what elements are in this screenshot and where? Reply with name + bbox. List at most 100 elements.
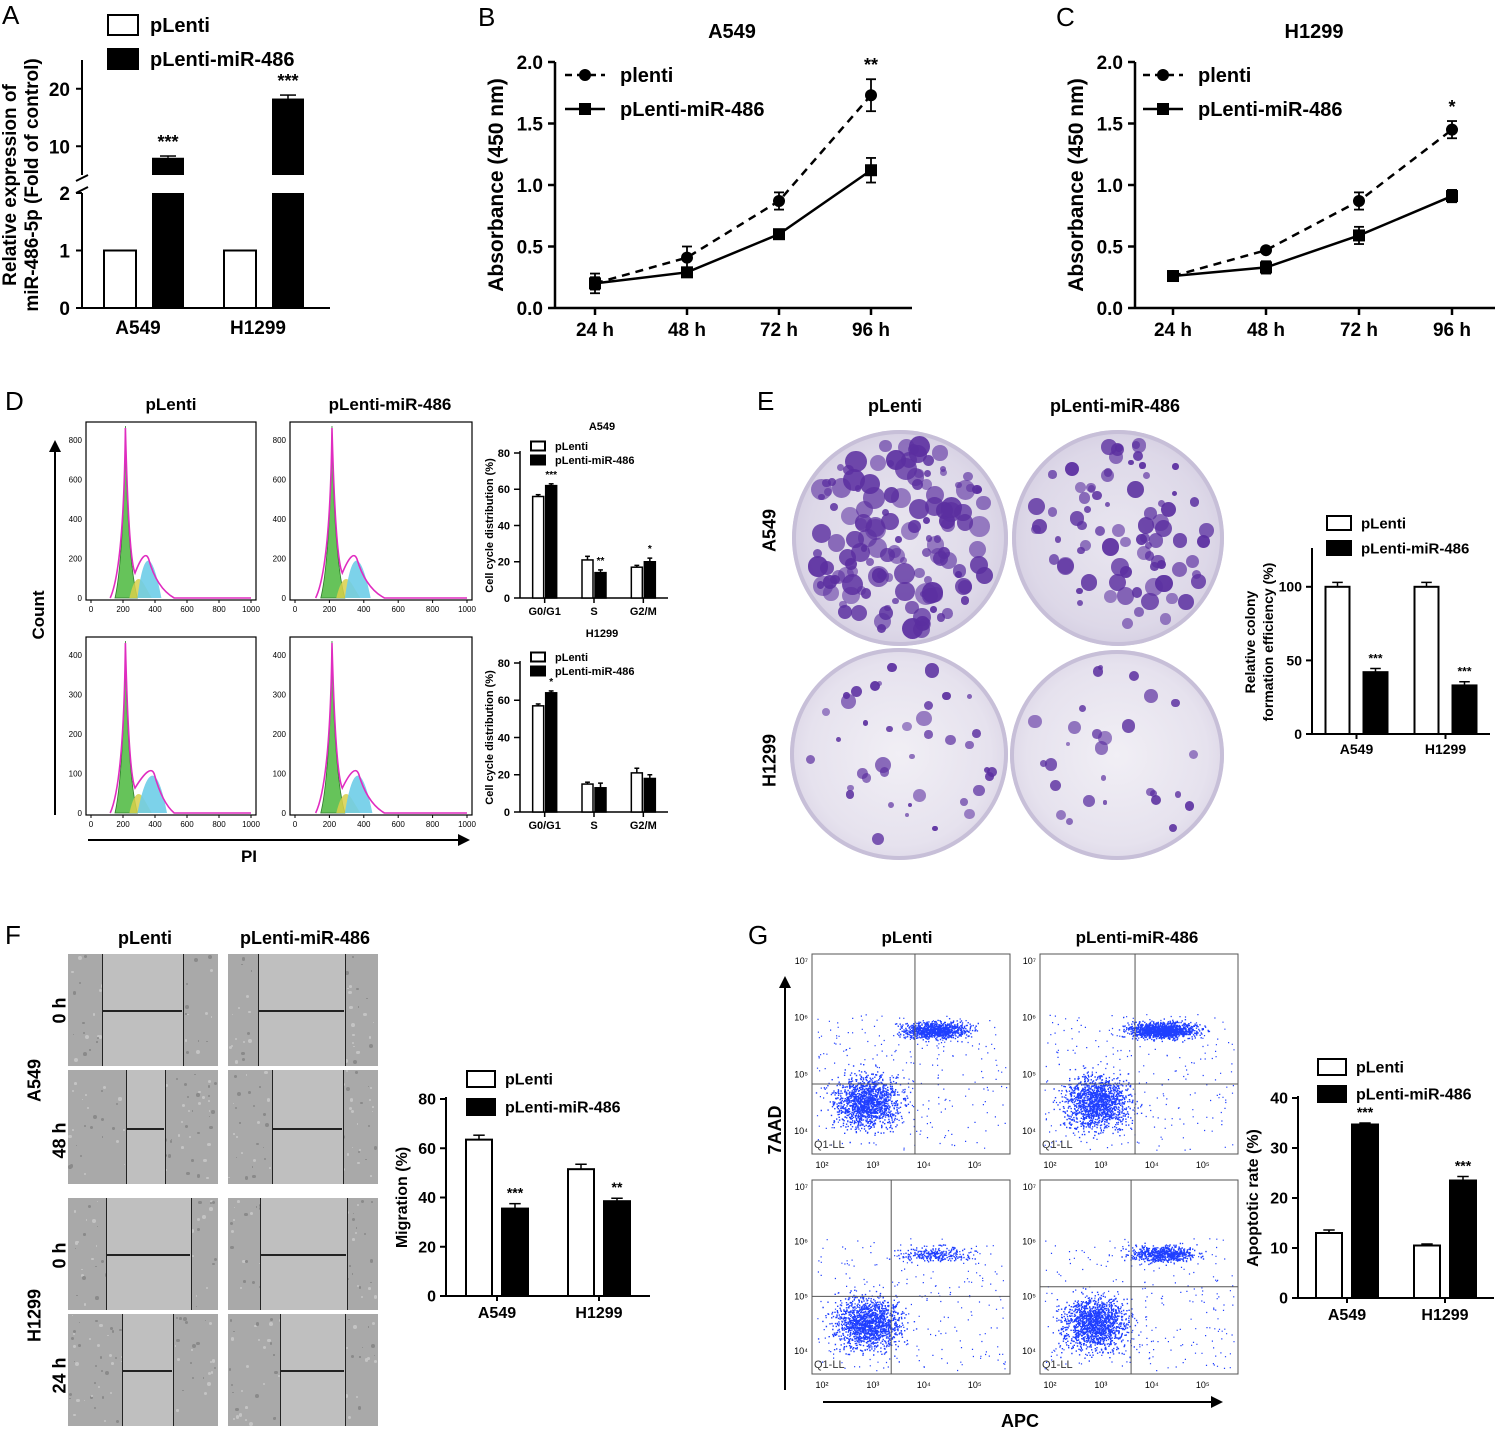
cell-speck (347, 987, 350, 990)
x-tick-label: 200 (116, 820, 130, 829)
cell-speck (83, 954, 88, 958)
cell-speck (183, 1083, 187, 1087)
cell-speck (356, 1123, 359, 1125)
y-tick-label: 10⁵ (1022, 1069, 1036, 1079)
cell-speck (88, 1338, 91, 1341)
cell-speck (231, 1045, 234, 1048)
y-tick-label: 0.0 (1097, 299, 1123, 320)
cell-speck (213, 1366, 216, 1369)
y-tick-label: 0 (427, 1289, 436, 1306)
e-col-header-mir486: pLenti-miR-486 (1049, 396, 1181, 416)
colony (895, 581, 915, 602)
colony (908, 499, 929, 520)
cell-speck (357, 1006, 360, 1008)
cell-speck (107, 1334, 109, 1336)
data-point (681, 266, 693, 279)
cell-speck (115, 1140, 119, 1144)
cell-speck (185, 1050, 190, 1054)
panel-label-c: C (1056, 2, 1075, 32)
significance-label: *** (157, 132, 178, 152)
bar (152, 157, 184, 175)
colony (805, 754, 816, 765)
flow-frame (811, 1179, 1011, 1375)
cell-speck (82, 1275, 87, 1280)
legend-marker (579, 103, 591, 115)
colony (1047, 507, 1058, 517)
y-tick-label: 0 (282, 594, 287, 603)
cell-speck (263, 1158, 266, 1161)
colony (1134, 607, 1144, 617)
y-tick-label: 30 (1270, 1141, 1288, 1158)
x-tick-label: 0 (293, 605, 298, 614)
wound-image-h1299-24h-mir486 (228, 1314, 378, 1426)
colony (1079, 492, 1091, 504)
cell-speck (248, 1011, 251, 1014)
x-tick-label: 72 h (760, 320, 798, 341)
cell-speck (255, 1322, 260, 1327)
cell-speck (209, 1125, 213, 1130)
colony (907, 802, 912, 807)
cell-speck (112, 1127, 115, 1130)
cell-speck (232, 1102, 235, 1104)
cell-speck (268, 1167, 271, 1170)
bar (544, 692, 558, 813)
x-tick-label: H1299 (1425, 741, 1466, 757)
colony (954, 578, 972, 596)
cell-speck (351, 1217, 356, 1222)
colony (1148, 533, 1164, 548)
cell-speck (104, 1419, 107, 1423)
colony (861, 773, 872, 784)
cell-speck (245, 995, 249, 999)
event-dots (1044, 1014, 1235, 1151)
flow-plot-a549-plenti: Q1-LL 10² 10³ 10⁴ 10⁵ 10⁴ 10⁵ 10⁶ 10⁷ (794, 953, 1011, 1170)
colony (895, 536, 902, 543)
cell-speck (230, 1221, 234, 1225)
cell-speck (195, 1295, 198, 1298)
colony (936, 612, 946, 622)
panel-label-b: B (478, 2, 496, 32)
y-tick-label: 10⁶ (794, 1237, 808, 1247)
cell-speck (258, 1286, 261, 1289)
legend-swatch (530, 665, 546, 677)
legend-label: pLenti (555, 441, 588, 453)
cell-speck (95, 1245, 98, 1247)
cell-speck (197, 1101, 201, 1105)
x-tick-label: 1000 (458, 605, 476, 614)
colony (902, 721, 912, 731)
cell-speck (207, 1381, 211, 1386)
cell-speck (373, 1354, 376, 1356)
cell-speck (203, 1158, 207, 1163)
colony (941, 691, 951, 701)
colony (986, 767, 997, 778)
colony (860, 588, 872, 600)
cell-speck (353, 1060, 358, 1065)
cell-speck (75, 1144, 78, 1146)
cell-speck (73, 1413, 76, 1417)
chart-title: H1299 (586, 628, 618, 640)
y-tick-label: 0 (1279, 1291, 1288, 1308)
wound-image-h1299-0h-mir486 (228, 1198, 378, 1310)
cell-speck (350, 1022, 355, 1027)
bar (465, 1138, 493, 1297)
colony (1171, 562, 1187, 578)
legend-swatch (466, 1070, 496, 1088)
cell-speck (242, 1040, 246, 1043)
colony (840, 506, 860, 525)
cell-speck (244, 1175, 249, 1180)
cell-speck (349, 1098, 354, 1102)
cell-speck (269, 1342, 273, 1346)
cell-speck (206, 1041, 208, 1043)
colony (933, 535, 942, 543)
colony (823, 487, 833, 497)
apc-axis-label: APC (1001, 1411, 1039, 1431)
event-dots (817, 1238, 1006, 1372)
cell-speck (367, 1357, 370, 1360)
colony-plate-a549-plenti (792, 430, 1008, 646)
flow-plot-h1299-mir486: Q1-LL 10² 10³ 10⁴ 10⁵ 10⁴ 10⁵ 10⁶ 10⁷ (1022, 1179, 1239, 1390)
d-col-header-plenti: pLenti (146, 395, 197, 414)
cell-speck (210, 1371, 214, 1374)
cell-speck (238, 1007, 240, 1009)
colony (1140, 592, 1159, 611)
cell-speck (83, 1233, 86, 1236)
cell-speck (263, 1113, 266, 1116)
